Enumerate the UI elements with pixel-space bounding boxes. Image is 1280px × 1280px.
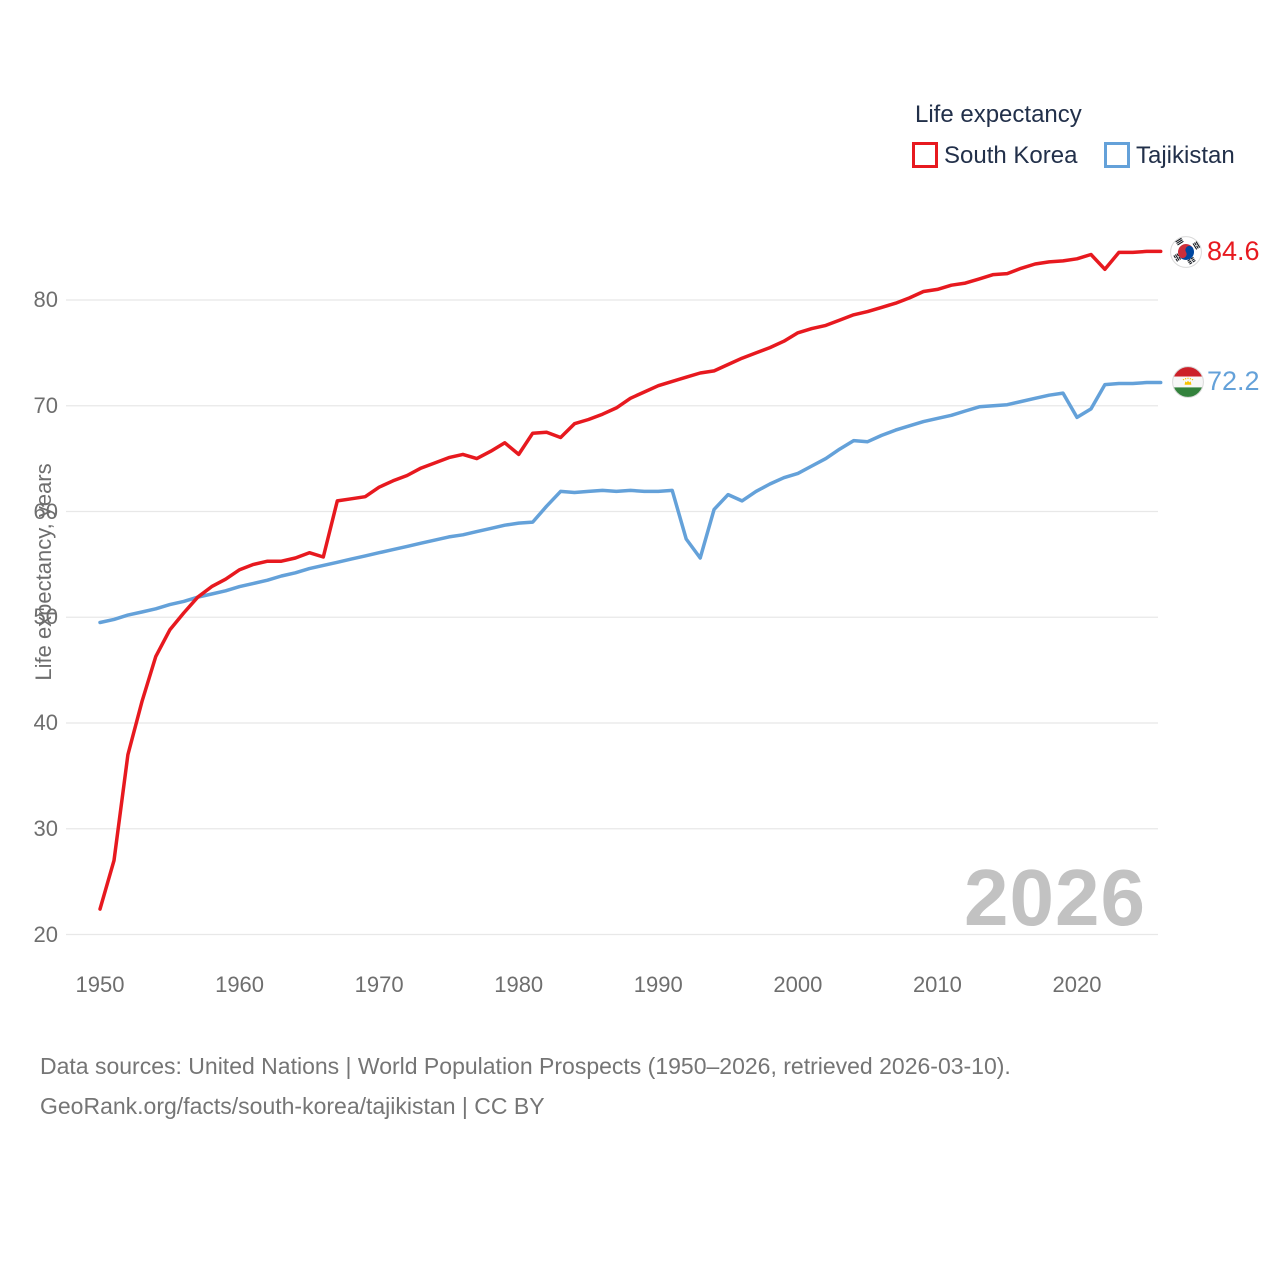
south-korea-line bbox=[98, 249, 1163, 911]
x-tick-label: 2020 bbox=[1052, 972, 1102, 997]
legend-label-tajikistan[interactable]: Tajikistan bbox=[1136, 142, 1235, 169]
legend-swatch-south-korea[interactable] bbox=[912, 142, 938, 168]
south-korea-flag-icon bbox=[1170, 236, 1202, 268]
x-tick-label: 2000 bbox=[773, 972, 823, 997]
footer-credits: Data sources: United Nations | World Pop… bbox=[40, 1046, 1011, 1126]
y-tick-label: 70 bbox=[33, 392, 58, 418]
y-tick-label: 60 bbox=[33, 498, 58, 524]
x-tick-label: 2010 bbox=[912, 972, 962, 997]
y-tick-label: 30 bbox=[33, 815, 58, 841]
x-tick-label: 1980 bbox=[494, 972, 544, 997]
x-tick-label: 1960 bbox=[215, 972, 265, 997]
tajikistan-end-value: 72.2 bbox=[1207, 366, 1260, 396]
gridlines bbox=[66, 299, 1158, 936]
y-tick-label: 50 bbox=[33, 604, 58, 630]
legend-title: Life expectancy bbox=[915, 101, 1082, 128]
legend-swatch-tajikistan[interactable] bbox=[1104, 142, 1130, 168]
watermark-year: 2026 bbox=[964, 853, 1146, 942]
tajikistan-flag-icon bbox=[1172, 366, 1204, 398]
x-tick-label: 1990 bbox=[633, 972, 683, 997]
y-tick-label: 20 bbox=[33, 921, 58, 947]
south-korea-end-value: 84.6 bbox=[1207, 236, 1260, 266]
tajikistan-line bbox=[98, 380, 1163, 625]
x-tick-label: 1950 bbox=[75, 972, 125, 997]
footer-data-sources: Data sources: United Nations | World Pop… bbox=[40, 1053, 1011, 1079]
y-axis-title: Life expectancy, years bbox=[31, 463, 56, 681]
legend-label-south-korea[interactable]: South Korea bbox=[944, 142, 1078, 169]
y-tick-label: 40 bbox=[33, 710, 58, 735]
x-tick-label: 1970 bbox=[354, 972, 404, 997]
footer-attribution: GeoRank.org/facts/south-korea/tajikistan… bbox=[40, 1093, 545, 1119]
y-tick-label: 80 bbox=[33, 287, 58, 312]
